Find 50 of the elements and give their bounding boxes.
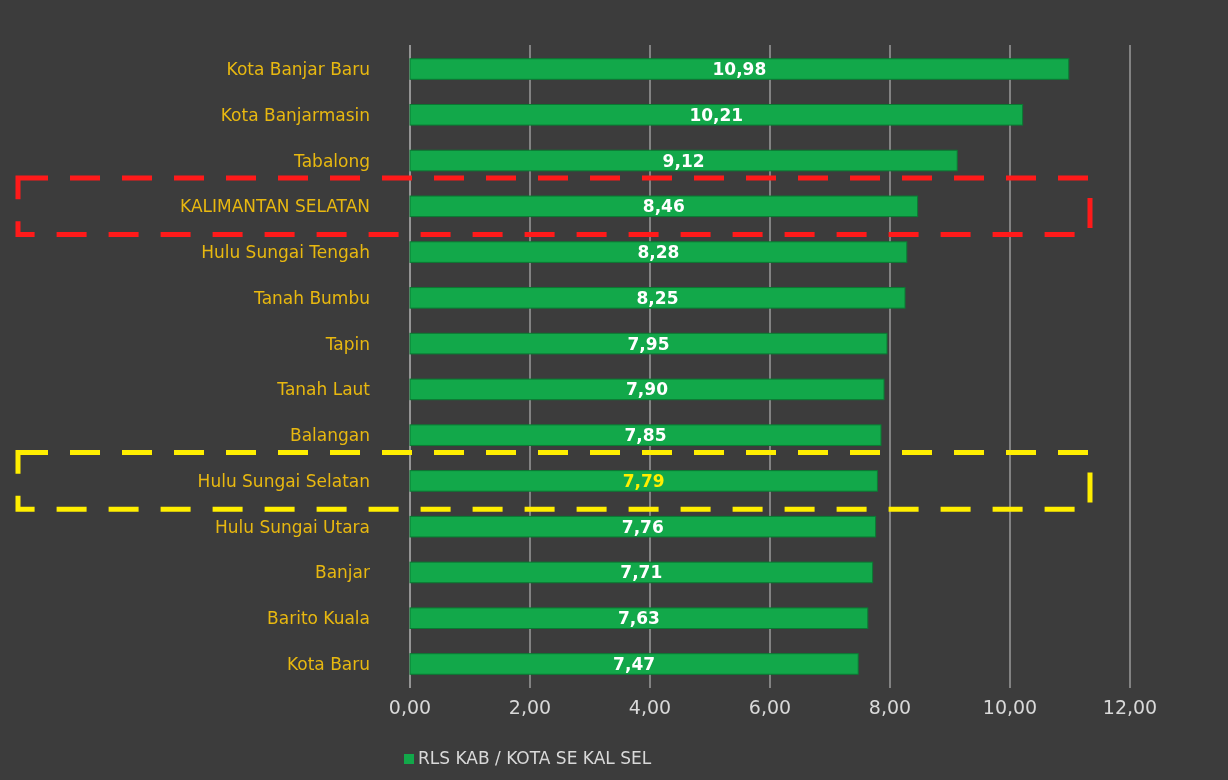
y-tick-label: Banjar [315,562,371,583]
bar [409,332,888,355]
x-tick-label: 2,00 [508,696,552,718]
bar [409,149,958,172]
y-tick-label: Hulu Sungai Utara [214,516,370,537]
x-tick-label: 12,00 [1102,696,1158,718]
x-tick-label: 10,00 [982,696,1038,718]
data-label: 10,98 [712,58,767,79]
data-label: 7,71 [620,562,663,583]
legend-label: RLS KAB / KOTA SE KAL SEL [418,748,652,768]
data-label: 7,95 [627,333,670,354]
data-label: 7,90 [626,379,669,400]
data-label: 7,47 [613,653,656,674]
y-tick-label: Barito Kuala [267,608,370,629]
data-label: 8,46 [642,196,685,217]
y-tick-label: Tanah Laut [276,379,371,400]
data-label: 8,25 [636,287,679,308]
bar [409,470,878,492]
bar [409,561,874,584]
y-tick-label: Tabalong [293,150,370,171]
bar [409,515,877,538]
data-label: 9,12 [662,150,705,171]
y-tick-label: Kota Baru [286,653,370,674]
y-tick-label: Hulu Sungai Selatan [197,470,370,491]
x-tick-label: 8,00 [868,696,912,718]
data-label: 7,63 [617,608,660,629]
x-tick-label: 6,00 [748,696,792,718]
y-tick-label: Kota Banjar Baru [226,58,370,79]
bar [409,195,919,218]
y-tick-label: Balangan [290,425,370,446]
bar [409,104,1024,126]
y-tick-label: Tanah Bumbu [253,287,370,308]
y-tick-label: Kota Banjarmasin [220,104,370,125]
bar [409,653,859,675]
data-label: 7,79 [622,470,665,491]
x-tick-label: 0,00 [388,696,432,718]
data-label: 7,85 [624,425,667,446]
bar [409,607,869,630]
data-label: 10,21 [689,104,744,125]
data-label: 8,28 [637,242,680,263]
data-label: 7,76 [621,516,664,537]
y-tick-label: Hulu Sungai Tengah [201,242,370,263]
bar [409,241,908,263]
bar [409,424,882,446]
bar [409,378,885,401]
y-tick-label: Tapin [324,333,370,354]
y-tick-label: KALIMANTAN SELATAN [180,196,370,217]
bar [409,58,1070,80]
x-tick-label: 4,00 [628,696,672,718]
bar [409,287,906,309]
